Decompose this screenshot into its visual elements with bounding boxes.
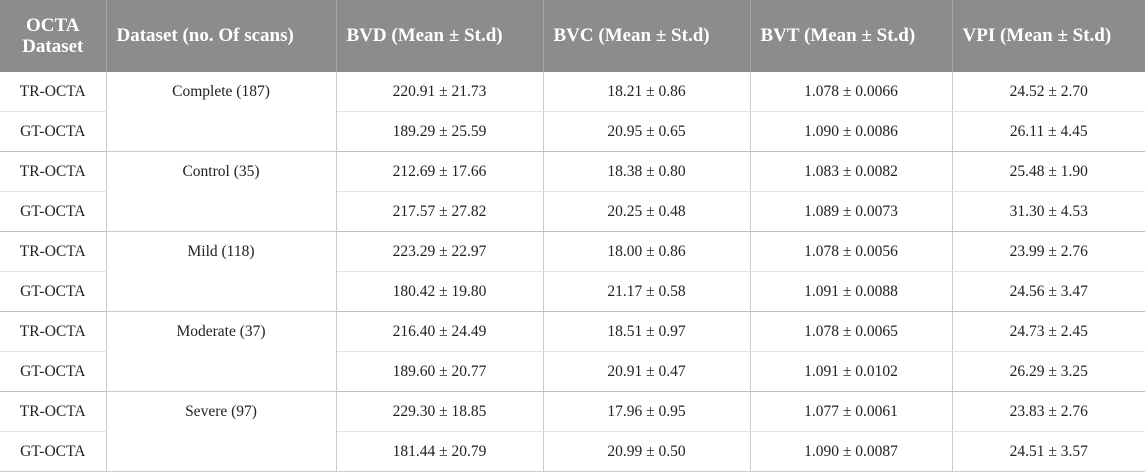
- octa-dataset-cell: TR-OCTA: [0, 231, 107, 272]
- table-row: TR-OCTA Complete (187) 220.91 ± 21.73 18…: [0, 72, 1145, 152]
- header-vpi: VPI (Mean ± St.d): [952, 0, 1145, 72]
- vpi-cell: 31.30 ± 4.53: [952, 191, 1145, 232]
- table-row: GT-OCTA 189.60 ± 20.77 20.91 ± 0.47 1.09…: [0, 351, 1145, 392]
- bvt-cell: 1.089 ± 0.0073: [750, 191, 953, 232]
- bvc-cell: 18.00 ± 0.86: [543, 231, 751, 272]
- bvd-cell: 180.42 ± 19.80: [336, 271, 544, 312]
- bvd-cell: 229.30 ± 18.85: [336, 391, 544, 432]
- vpi-cell: 23.83 ± 2.76: [952, 391, 1145, 432]
- bvd-cell: 212.69 ± 17.66: [336, 151, 544, 192]
- octa-dataset-cell: GT-OCTA: [0, 271, 107, 312]
- bvd-cell: 223.29 ± 22.97: [336, 231, 544, 272]
- vpi-cell: 24.73 ± 2.45: [952, 311, 1145, 352]
- vpi-cell: 24.56 ± 3.47: [952, 271, 1145, 312]
- bvt-cell: 1.091 ± 0.0088: [750, 271, 953, 312]
- bvc-cell: 20.25 ± 0.48: [543, 191, 751, 232]
- bvt-cell: 1.078 ± 0.0056: [750, 231, 953, 272]
- octa-dataset-cell: TR-OCTA: [0, 311, 107, 352]
- bvd-cell: 220.91 ± 21.73: [336, 72, 544, 112]
- bvd-cell: 189.60 ± 20.77: [336, 351, 544, 392]
- header-octa-dataset: OCTA Dataset: [0, 0, 107, 72]
- bvt-cell: 1.090 ± 0.0087: [750, 431, 953, 472]
- octa-dataset-cell: GT-OCTA: [0, 111, 107, 152]
- vpi-cell: 26.29 ± 3.25: [952, 351, 1145, 392]
- bvc-cell: 20.95 ± 0.65: [543, 111, 751, 152]
- octa-dataset-cell: TR-OCTA: [0, 391, 107, 432]
- bvc-cell: 18.38 ± 0.80: [543, 151, 751, 192]
- header-bvt: BVT (Mean ± St.d): [750, 0, 953, 72]
- vpi-cell: 24.52 ± 2.70: [952, 72, 1145, 112]
- vpi-cell: 23.99 ± 2.76: [952, 231, 1145, 272]
- bvt-cell: 1.078 ± 0.0066: [750, 72, 953, 112]
- header-bvd: BVD (Mean ± St.d): [336, 0, 544, 72]
- octa-dataset-cell: TR-OCTA: [0, 151, 107, 192]
- vpi-cell: 24.51 ± 3.57: [952, 431, 1145, 472]
- bvd-cell: 189.29 ± 25.59: [336, 111, 544, 152]
- table-row: TR-OCTA Mild (118) 223.29 ± 22.97 18.00 …: [0, 231, 1145, 312]
- header-bvc: BVC (Mean ± St.d): [543, 0, 751, 72]
- octa-dataset-cell: GT-OCTA: [0, 351, 107, 392]
- vpi-cell: 26.11 ± 4.45: [952, 111, 1145, 152]
- bvd-cell: 181.44 ± 20.79: [336, 431, 544, 472]
- octa-dataset-cell: GT-OCTA: [0, 431, 107, 472]
- table-row: TR-OCTA Severe (97) 229.30 ± 18.85 17.96…: [0, 391, 1145, 472]
- dataset-group-cell: Complete (187): [106, 72, 337, 152]
- bvt-cell: 1.077 ± 0.0061: [750, 391, 953, 432]
- table-row: GT-OCTA 189.29 ± 25.59 20.95 ± 0.65 1.09…: [0, 111, 1145, 152]
- header-row: OCTA Dataset Dataset (no. Of scans) BVD …: [0, 0, 1145, 72]
- octa-dataset-cell: GT-OCTA: [0, 191, 107, 232]
- bvt-cell: 1.083 ± 0.0082: [750, 151, 953, 192]
- bvc-cell: 17.96 ± 0.95: [543, 391, 751, 432]
- dataset-group-cell: Moderate (37): [106, 311, 337, 392]
- bvc-cell: 20.91 ± 0.47: [543, 351, 751, 392]
- dataset-group-cell: Control (35): [106, 151, 337, 232]
- bvc-cell: 18.51 ± 0.97: [543, 311, 751, 352]
- table-row: GT-OCTA 181.44 ± 20.79 20.99 ± 0.50 1.09…: [0, 431, 1145, 472]
- bvt-cell: 1.078 ± 0.0065: [750, 311, 953, 352]
- header-dataset-scans: Dataset (no. Of scans): [106, 0, 337, 72]
- bvc-cell: 20.99 ± 0.50: [543, 431, 751, 472]
- table-row: TR-OCTA Moderate (37) 216.40 ± 24.49 18.…: [0, 311, 1145, 392]
- octa-dataset-cell: TR-OCTA: [0, 72, 107, 112]
- table-row: GT-OCTA 180.42 ± 19.80 21.17 ± 0.58 1.09…: [0, 271, 1145, 312]
- bvc-cell: 21.17 ± 0.58: [543, 271, 751, 312]
- vpi-cell: 25.48 ± 1.90: [952, 151, 1145, 192]
- dataset-group-cell: Severe (97): [106, 391, 337, 472]
- bvt-cell: 1.090 ± 0.0086: [750, 111, 953, 152]
- table-row: GT-OCTA 217.57 ± 27.82 20.25 ± 0.48 1.08…: [0, 191, 1145, 232]
- bvd-cell: 216.40 ± 24.49: [336, 311, 544, 352]
- bvt-cell: 1.091 ± 0.0102: [750, 351, 953, 392]
- bvd-cell: 217.57 ± 27.82: [336, 191, 544, 232]
- bvc-cell: 18.21 ± 0.86: [543, 72, 751, 112]
- table-row: TR-OCTA Control (35) 212.69 ± 17.66 18.3…: [0, 151, 1145, 232]
- dataset-group-cell: Mild (118): [106, 231, 337, 312]
